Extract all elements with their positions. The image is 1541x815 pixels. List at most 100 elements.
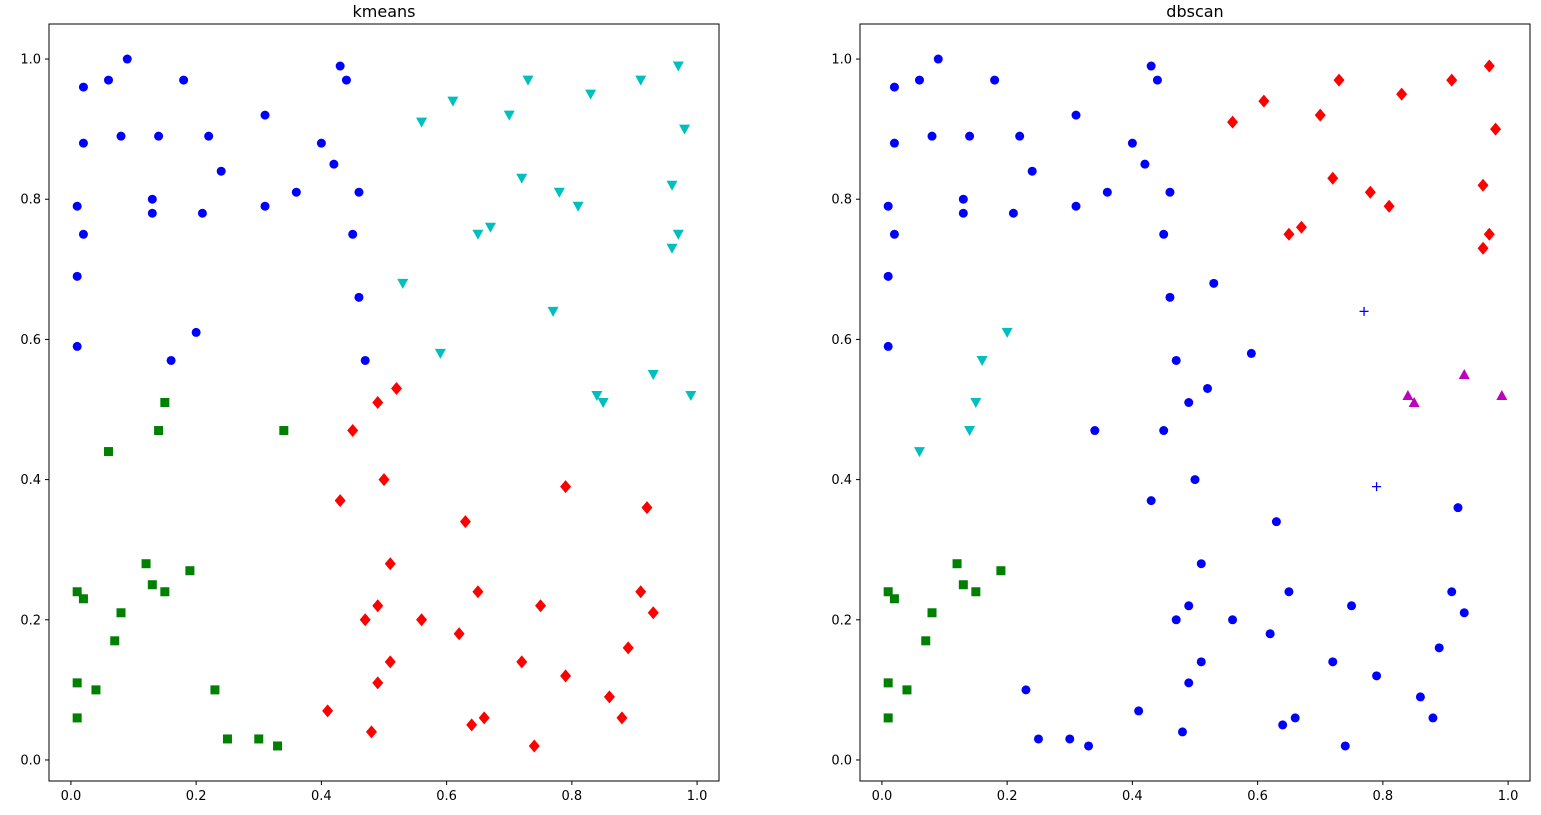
- dbscan-y-tick-label-4: 0.8: [831, 193, 852, 208]
- dbscan-series-0-point-39: [1447, 587, 1457, 597]
- dbscan-series-0-point-17: [958, 208, 968, 218]
- kmeans-series-1-point-3: [585, 89, 597, 100]
- kmeans-series-0-point-17: [147, 208, 157, 218]
- dbscan-series-0-point-51: [1021, 685, 1031, 695]
- kmeans-series-1-point-11: [572, 201, 584, 212]
- kmeans-series-2-point-20: [560, 669, 572, 683]
- dbscan-series-0-point-27: [1209, 278, 1219, 288]
- kmeans-series-0-point-15: [78, 229, 88, 239]
- kmeans-series-0-point-1: [78, 82, 88, 92]
- dbscan-series-0-point-41: [1347, 601, 1357, 611]
- kmeans-series-0-point-12: [329, 159, 339, 169]
- kmeans-series-1-point-1: [522, 75, 534, 86]
- dbscan-series-1-point-13: [1295, 220, 1307, 234]
- kmeans-series-1-point-9: [553, 187, 565, 198]
- dbscan-series-2-point-2: [970, 398, 982, 408]
- kmeans-series-2-point-15: [416, 613, 428, 627]
- dbscan-series-0-point-0: [933, 54, 943, 64]
- kmeans-series-0-point-27: [166, 355, 176, 365]
- dbscan-series-1-point-10: [1477, 178, 1489, 192]
- dbscan-series-5-point-6: [927, 608, 937, 618]
- dbscan-series-0-point-31: [1159, 426, 1169, 436]
- kmeans-series-0-point-20: [291, 187, 301, 197]
- dbscan-series-0-point-18: [1008, 208, 1018, 218]
- kmeans-series-3-point-16: [222, 734, 232, 744]
- kmeans-series-2-point-22: [603, 690, 615, 704]
- kmeans-subplot: 0.0 0.2 0.4 0.6 0.8 1.0 0.0 0.2 0.4 0.6 0.8 1.0 km…: [20, 2, 720, 804]
- kmeans-series-1-point-8: [516, 173, 528, 184]
- dbscan-series-0-point-52: [1415, 692, 1425, 702]
- dbscan-series-0-point-50: [1184, 678, 1194, 688]
- kmeans-y-axis: 0.0 0.2 0.4 0.6 0.8 1.0: [20, 53, 49, 768]
- kmeans-series-3-point-6: [147, 580, 157, 590]
- dbscan-series-5-point-8: [883, 678, 893, 688]
- kmeans-series-2-point-5: [334, 494, 346, 508]
- dbscan-series-0-point-57: [1177, 727, 1187, 737]
- dbscan-series-0-point-19: [1071, 201, 1081, 211]
- dbscan-series-0-point-15: [889, 229, 899, 239]
- kmeans-x-tick-label-4: 0.8: [562, 789, 583, 804]
- dbscan-y-tick-label-5: 1.0: [831, 53, 852, 68]
- kmeans-series-3-point-12: [72, 678, 82, 688]
- dbscan-series-0-point-47: [1196, 657, 1206, 667]
- dbscan-series-0-point-22: [1159, 229, 1169, 239]
- dbscan-series-0-point-8: [965, 131, 975, 141]
- kmeans-y-tick-label-1: 0.2: [20, 613, 41, 628]
- kmeans-series-1-point-21: [597, 398, 609, 408]
- dbscan-series-5-point-9: [902, 685, 912, 695]
- dbscan-series-0-point-46: [1434, 643, 1444, 653]
- kmeans-series-2-point-25: [616, 711, 628, 725]
- kmeans-series-1-point-0: [672, 61, 684, 72]
- dbscan-x-tick-label-3: 0.6: [1247, 789, 1268, 804]
- dbscan-series-0-point-33: [1190, 475, 1200, 485]
- dbscan-series-1-point-5: [1314, 108, 1326, 122]
- dbscan-series-1-point-6: [1227, 115, 1239, 129]
- kmeans-series-0-point-19: [260, 201, 270, 211]
- kmeans-series-0-point-0: [122, 54, 132, 64]
- kmeans-series-2-point-12: [535, 599, 547, 613]
- kmeans-title: kmeans: [353, 2, 416, 21]
- kmeans-series-3-point-7: [72, 587, 82, 597]
- dbscan-series-0-point-55: [1428, 713, 1438, 723]
- kmeans-series-0-point-2: [103, 75, 113, 85]
- dbscan-series-0-point-38: [1284, 587, 1294, 597]
- dbscan-series-5-point-2: [958, 580, 968, 590]
- kmeans-series-3-point-14: [210, 685, 220, 695]
- dbscan-series-0-point-10: [1071, 110, 1081, 120]
- kmeans-series-0-point-25: [191, 327, 201, 337]
- dbscan-series-5-point-0: [952, 559, 962, 569]
- dbscan-x-tick-label-5: 1.0: [1498, 789, 1519, 804]
- kmeans-series-3-point-2: [279, 426, 289, 436]
- kmeans-series-1-point-12: [472, 229, 484, 240]
- dbscan-series-3-point-0: [1458, 368, 1470, 379]
- dbscan-series-0-point-34: [1146, 496, 1156, 506]
- dbscan-series-1-point-1: [1333, 73, 1345, 87]
- kmeans-series-0-point-22: [348, 229, 358, 239]
- dbscan-series-1-point-15: [1477, 241, 1489, 255]
- kmeans-series-2-point-8: [384, 557, 396, 571]
- kmeans-series-0-point-5: [341, 75, 351, 85]
- kmeans-series-1-point-2: [635, 75, 647, 86]
- kmeans-series-0-point-14: [72, 201, 82, 211]
- kmeans-series-0-point-10: [260, 110, 270, 120]
- kmeans-series-2-point-1: [372, 396, 384, 409]
- dbscan-plot-area: [860, 24, 1530, 781]
- kmeans-series-0-point-18: [197, 208, 207, 218]
- kmeans-series-2-point-24: [478, 711, 490, 725]
- kmeans-series-3-point-9: [78, 594, 88, 604]
- dbscan-series-1-point-4: [1258, 94, 1270, 108]
- dbscan-series-0-point-36: [1271, 517, 1281, 527]
- kmeans-series-0-point-21: [354, 187, 364, 197]
- dbscan-series-0-point-21: [1165, 187, 1175, 197]
- kmeans-series-2-point-17: [622, 641, 634, 655]
- kmeans-series-0-point-8: [154, 131, 164, 141]
- dbscan-series-5-point-3: [883, 587, 893, 597]
- kmeans-series-3-point-10: [116, 608, 126, 618]
- kmeans-series-3-point-17: [254, 734, 264, 744]
- dbscan-y-tick-label-2: 0.4: [831, 473, 852, 488]
- dbscan-series-0-point-56: [1278, 720, 1288, 730]
- dbscan-series-2-point-4: [913, 447, 925, 458]
- dbscan-y-axis: 0.0 0.2 0.4 0.6 0.8 1.0: [831, 53, 860, 768]
- kmeans-series-0-point-6: [78, 138, 88, 148]
